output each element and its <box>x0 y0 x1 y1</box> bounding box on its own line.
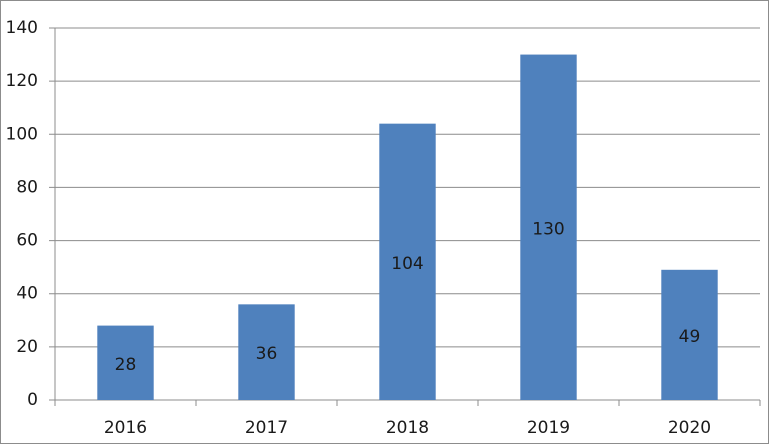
y-tick-label: 40 <box>16 284 38 304</box>
y-tick-label: 20 <box>16 337 38 357</box>
bar <box>238 304 295 400</box>
data-label: 130 <box>532 219 564 239</box>
data-label: 49 <box>679 327 701 347</box>
y-tick-label: 80 <box>16 177 38 197</box>
data-label: 104 <box>391 254 423 274</box>
bar <box>379 123 436 401</box>
data-label: 36 <box>256 344 278 364</box>
x-tick-label: 2017 <box>245 418 288 438</box>
x-tick-label: 2020 <box>668 418 711 438</box>
y-tick-label: 0 <box>27 390 38 410</box>
x-tick-label: 2018 <box>386 418 429 438</box>
bar <box>520 54 577 400</box>
y-tick-label: 60 <box>16 231 38 251</box>
x-tick-label: 2019 <box>527 418 570 438</box>
y-tick-label: 120 <box>6 71 38 91</box>
bar <box>97 325 154 400</box>
data-label: 28 <box>115 355 137 375</box>
x-tick-label: 2016 <box>104 418 147 438</box>
bar <box>661 269 718 400</box>
y-tick-label: 140 <box>6 18 38 38</box>
y-tick-label: 100 <box>6 124 38 144</box>
